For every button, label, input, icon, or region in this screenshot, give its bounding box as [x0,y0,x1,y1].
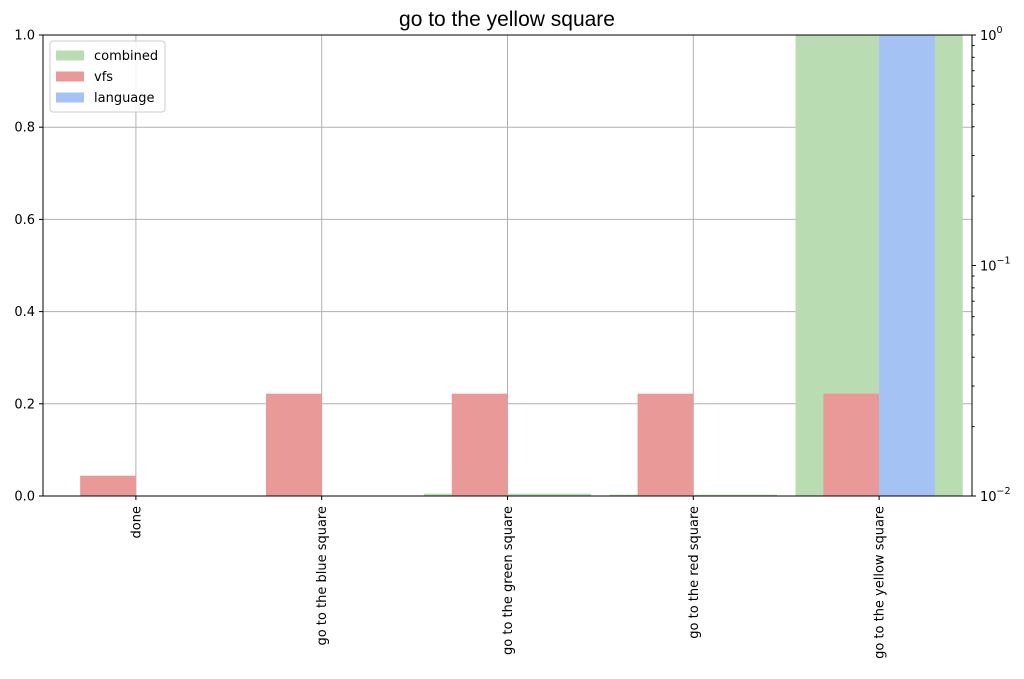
legend-label: combined [94,49,158,64]
legend-swatch [56,92,84,103]
bar-vfs [265,393,322,496]
y-tick-label: 1.0 [14,29,35,44]
legend-swatch [56,71,84,82]
y-tick-label: 0.2 [14,397,35,412]
bar-combined [609,494,777,497]
y-tick-label: 0.0 [14,490,35,505]
bar-vfs [451,393,508,496]
bar-language [879,35,935,496]
x-tick-label: go to the yellow square [873,506,888,659]
legend: combined vfs language [49,40,166,113]
legend-label: vfs [94,70,113,85]
x-tick-label: go to the blue square [315,506,330,646]
y-tick-label: 0.8 [14,121,35,136]
chart-title: go to the yellow square [399,8,615,31]
bars [80,35,963,497]
axes: 0.0 0.2 0.4 0.6 0.8 1.0 done go to the blue squ… [14,25,1010,659]
x-tick-label: go to the green square [501,506,516,655]
y2-tick-label: 10−1 [980,256,1011,275]
legend-label: language [94,91,155,106]
legend-swatch [56,50,84,61]
y-tick-label: 0.6 [14,213,35,228]
bar-vfs [637,393,694,496]
y2-tick-label: 100 [980,25,1003,44]
y2-tick-label: 10−2 [980,486,1011,505]
x-tick-label: done [129,506,144,538]
x-tick-label: go to the red square [687,506,702,639]
y-tick-label: 0.4 [14,305,35,320]
bar-vfs [80,475,136,496]
bar-vfs [823,393,880,496]
